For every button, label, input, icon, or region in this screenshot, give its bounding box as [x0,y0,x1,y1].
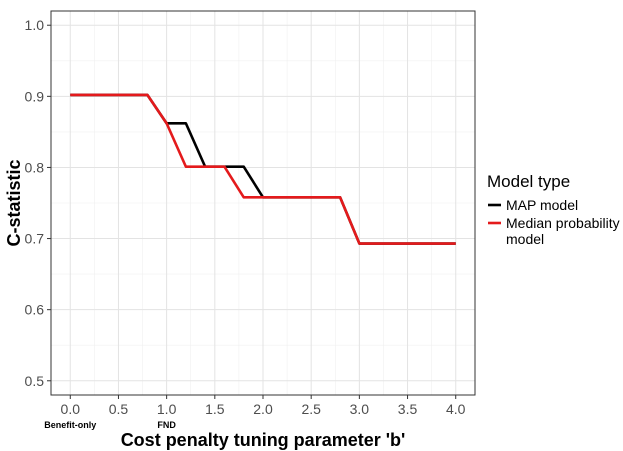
series-lines [70,93,456,245]
x-tick-label: 0.5 [109,401,129,417]
legend-label: MAP model [506,197,578,213]
y-tick-label: 0.5 [25,373,45,389]
x-tick-label: 3.5 [398,401,418,417]
x-tick-label: 0.0 [61,401,81,417]
x-tick-label: 1.0 [157,401,177,417]
x-tick-label: 2.5 [301,401,321,417]
legend: Model type MAP model Median probability m… [487,172,620,247]
x-tick-label: 2.0 [253,401,273,417]
y-tick-label: 0.8 [25,159,45,175]
y-tick-label: 0.7 [25,231,45,247]
x-axis-sub-labels: Benefit-only FND [44,420,176,430]
x-tick-label: 3.0 [350,401,370,417]
x-sub-label: FND [157,420,176,430]
y-tick-label: 0.6 [25,302,45,318]
legend-label: Median probability [506,215,620,231]
x-tick-label: 4.0 [446,401,466,417]
y-tick-label: 0.9 [25,88,45,104]
x-tick-label: 1.5 [205,401,225,417]
x-sub-label: Benefit-only [44,420,96,430]
x-axis-ticks: 0.0 0.5 1.0 1.5 2.0 2.5 3.0 3.5 4.0 [61,395,466,417]
x-axis-title: Cost penalty tuning parameter 'b' [121,430,406,450]
legend-label: model [506,231,544,247]
y-tick-label: 1.0 [25,17,45,33]
series-line-2 [70,93,456,245]
major-gridlines [51,11,475,395]
y-axis-ticks: 0.5 0.6 0.7 0.8 0.9 1.0 [25,17,51,389]
legend-title: Model type [487,172,570,191]
y-axis-title: C-statistic [4,159,24,246]
